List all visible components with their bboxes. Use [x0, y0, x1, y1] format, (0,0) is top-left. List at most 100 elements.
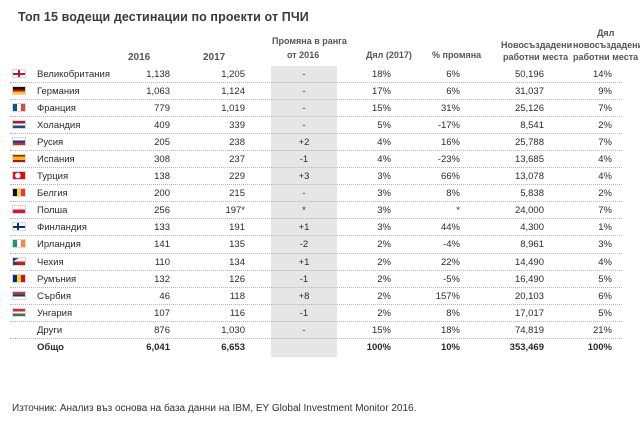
value-2017-cell: 339: [229, 120, 245, 132]
new-jobs-cell: 50,196: [514, 69, 544, 80]
share-2017-cell: 2%: [377, 239, 391, 251]
value-2016-cell: 205: [154, 137, 170, 149]
header-change-pct: % промяна: [432, 50, 482, 60]
country-cell: Турция: [37, 171, 69, 183]
new-jobs-cell: 13,685: [514, 154, 544, 166]
header-new-jobs-line2: работни места: [503, 52, 569, 62]
country-cell: Германия: [37, 86, 80, 98]
new-jobs-cell: 13,078: [514, 171, 544, 183]
new-jobs-cell: 74,819: [514, 324, 544, 336]
table-row: Други 876 1,030 - 15% 18% 74,819 21%: [10, 322, 622, 339]
value-2017-cell: 229: [229, 171, 245, 183]
country-cell: Унгария: [37, 307, 73, 319]
new-jobs-cell: 16,490: [514, 273, 544, 285]
value-2017-cell: 1,205: [221, 69, 245, 80]
jobs-share-cell: 100%: [587, 341, 612, 353]
flag-de-icon: [12, 86, 26, 96]
change-pct-cell: 31%: [440, 103, 460, 115]
share-2017-cell: 3%: [377, 205, 391, 217]
flag-rs-icon: [12, 290, 26, 300]
share-2017-cell: 15%: [371, 103, 391, 115]
change-pct-cell: 8%: [446, 188, 460, 200]
header-share-2017: Дял (2017): [366, 50, 412, 60]
value-2017-cell: 116: [229, 307, 245, 319]
table-row: Белгия 200 215 - 3% 8% 5,838 2%: [10, 185, 622, 203]
share-2017-cell: 2%: [377, 256, 391, 268]
value-2017-cell: 215: [229, 188, 245, 200]
change-pct-cell: 44%: [440, 222, 460, 234]
value-2016-cell: 256: [154, 205, 170, 217]
new-jobs-cell: 8,541: [520, 120, 544, 132]
jobs-share-cell: 7%: [598, 205, 612, 217]
table-row: Германия 1,063 1,124 - 17% 6% 31,037 9%: [10, 83, 622, 101]
share-2017-cell: 5%: [377, 120, 391, 132]
value-2016-cell: 779: [154, 103, 170, 115]
new-jobs-cell: 31,037: [514, 86, 544, 98]
new-jobs-cell: 24,000: [514, 205, 544, 217]
new-jobs-cell: 20,103: [514, 290, 544, 302]
table-row: Великобритания 1,138 1,205 - 18% 6% 50,196 14%: [10, 66, 622, 84]
country-cell: Ирландия: [37, 239, 81, 251]
country-cell: Холандия: [37, 120, 81, 132]
jobs-share-cell: 1%: [598, 222, 612, 234]
table-row: Унгария 107 116 -1 2% 8% 17,017 5%: [10, 305, 622, 322]
rank-change-cell: -: [302, 103, 306, 115]
jobs-share-cell: 4%: [598, 171, 612, 183]
jobs-share-cell: 21%: [592, 324, 612, 336]
value-2016-cell: 1,138: [146, 69, 170, 80]
value-2016-cell: 110: [154, 256, 170, 268]
rank-change-cell: -1: [299, 307, 309, 319]
total-row: Общо 6,041 6,653 100% 10% 353,469 100%: [10, 339, 622, 356]
flag-fr-icon: [12, 103, 26, 113]
new-jobs-cell: 8,961: [520, 239, 544, 251]
country-cell: Чехия: [37, 256, 64, 268]
jobs-share-cell: 7%: [598, 137, 612, 149]
value-2016-cell: 876: [154, 324, 170, 336]
new-jobs-cell: 17,017: [514, 307, 544, 319]
rank-change-cell: *: [302, 205, 306, 217]
flag-cz-icon: [12, 256, 26, 266]
share-2017-cell: 2%: [377, 307, 391, 319]
source-note: Източник: Анализ въз основа на база данн…: [12, 403, 417, 414]
change-pct-cell: 18%: [440, 324, 460, 336]
country-cell: Полша: [37, 205, 68, 217]
table-row: Холандия 409 339 - 5% -17% 8,541 2%: [10, 117, 622, 135]
share-2017-cell: 100%: [366, 341, 391, 353]
header-new-jobs-line1: Новосъздадени: [501, 40, 573, 50]
new-jobs-cell: 14,490: [514, 256, 544, 268]
change-pct-cell: 10%: [440, 341, 460, 353]
change-pct-cell: 157%: [435, 290, 460, 302]
change-pct-cell: 6%: [446, 86, 460, 98]
flag-es-icon: [12, 154, 26, 164]
table-row: Франция 779 1,019 - 15% 31% 25,126 7%: [10, 100, 622, 118]
data-table: Великобритания 1,138 1,205-18% 6% 50,196 14% Г…: [10, 66, 622, 356]
change-pct-cell: -23%: [437, 154, 460, 166]
rank-change-cell: -1: [299, 154, 309, 166]
country-cell: Финландия: [37, 222, 87, 234]
jobs-share-cell: 4%: [598, 256, 612, 268]
flag-tr-icon: [12, 171, 26, 181]
value-2016-cell: 46: [159, 290, 170, 302]
rank-change-cell: +8: [298, 290, 310, 302]
page-title: Топ 15 водещи дестинации по проекти от П…: [18, 10, 309, 24]
table-row: Финландия 133 191 +1 3% 44% 4,300 1%: [10, 219, 622, 237]
jobs-share-cell: 4%: [598, 154, 612, 166]
rank-change-column-shade: [271, 66, 337, 357]
value-2017-cell: 237: [229, 154, 245, 166]
share-2017-cell: 2%: [377, 273, 391, 285]
jobs-share-cell: 5%: [598, 273, 612, 285]
share-2017-cell: 18%: [371, 69, 391, 80]
new-jobs-cell: 4,300: [520, 222, 544, 234]
flag-hu-icon: [12, 307, 26, 317]
share-2017-cell: 2%: [377, 290, 391, 302]
change-pct-cell: 22%: [440, 256, 460, 268]
country-cell: Сърбия: [37, 290, 71, 302]
rank-change-cell: -1: [299, 273, 309, 285]
value-2017-cell: 1,030: [221, 324, 245, 336]
header-jobs-share-line1: Дял: [597, 28, 615, 38]
value-2017-cell: 197*: [225, 205, 245, 217]
value-2017-cell: 6,653: [221, 341, 245, 353]
country-cell: Франция: [37, 103, 76, 115]
country-cell: Белгия: [37, 188, 68, 200]
value-2017-cell: 238: [229, 137, 245, 149]
